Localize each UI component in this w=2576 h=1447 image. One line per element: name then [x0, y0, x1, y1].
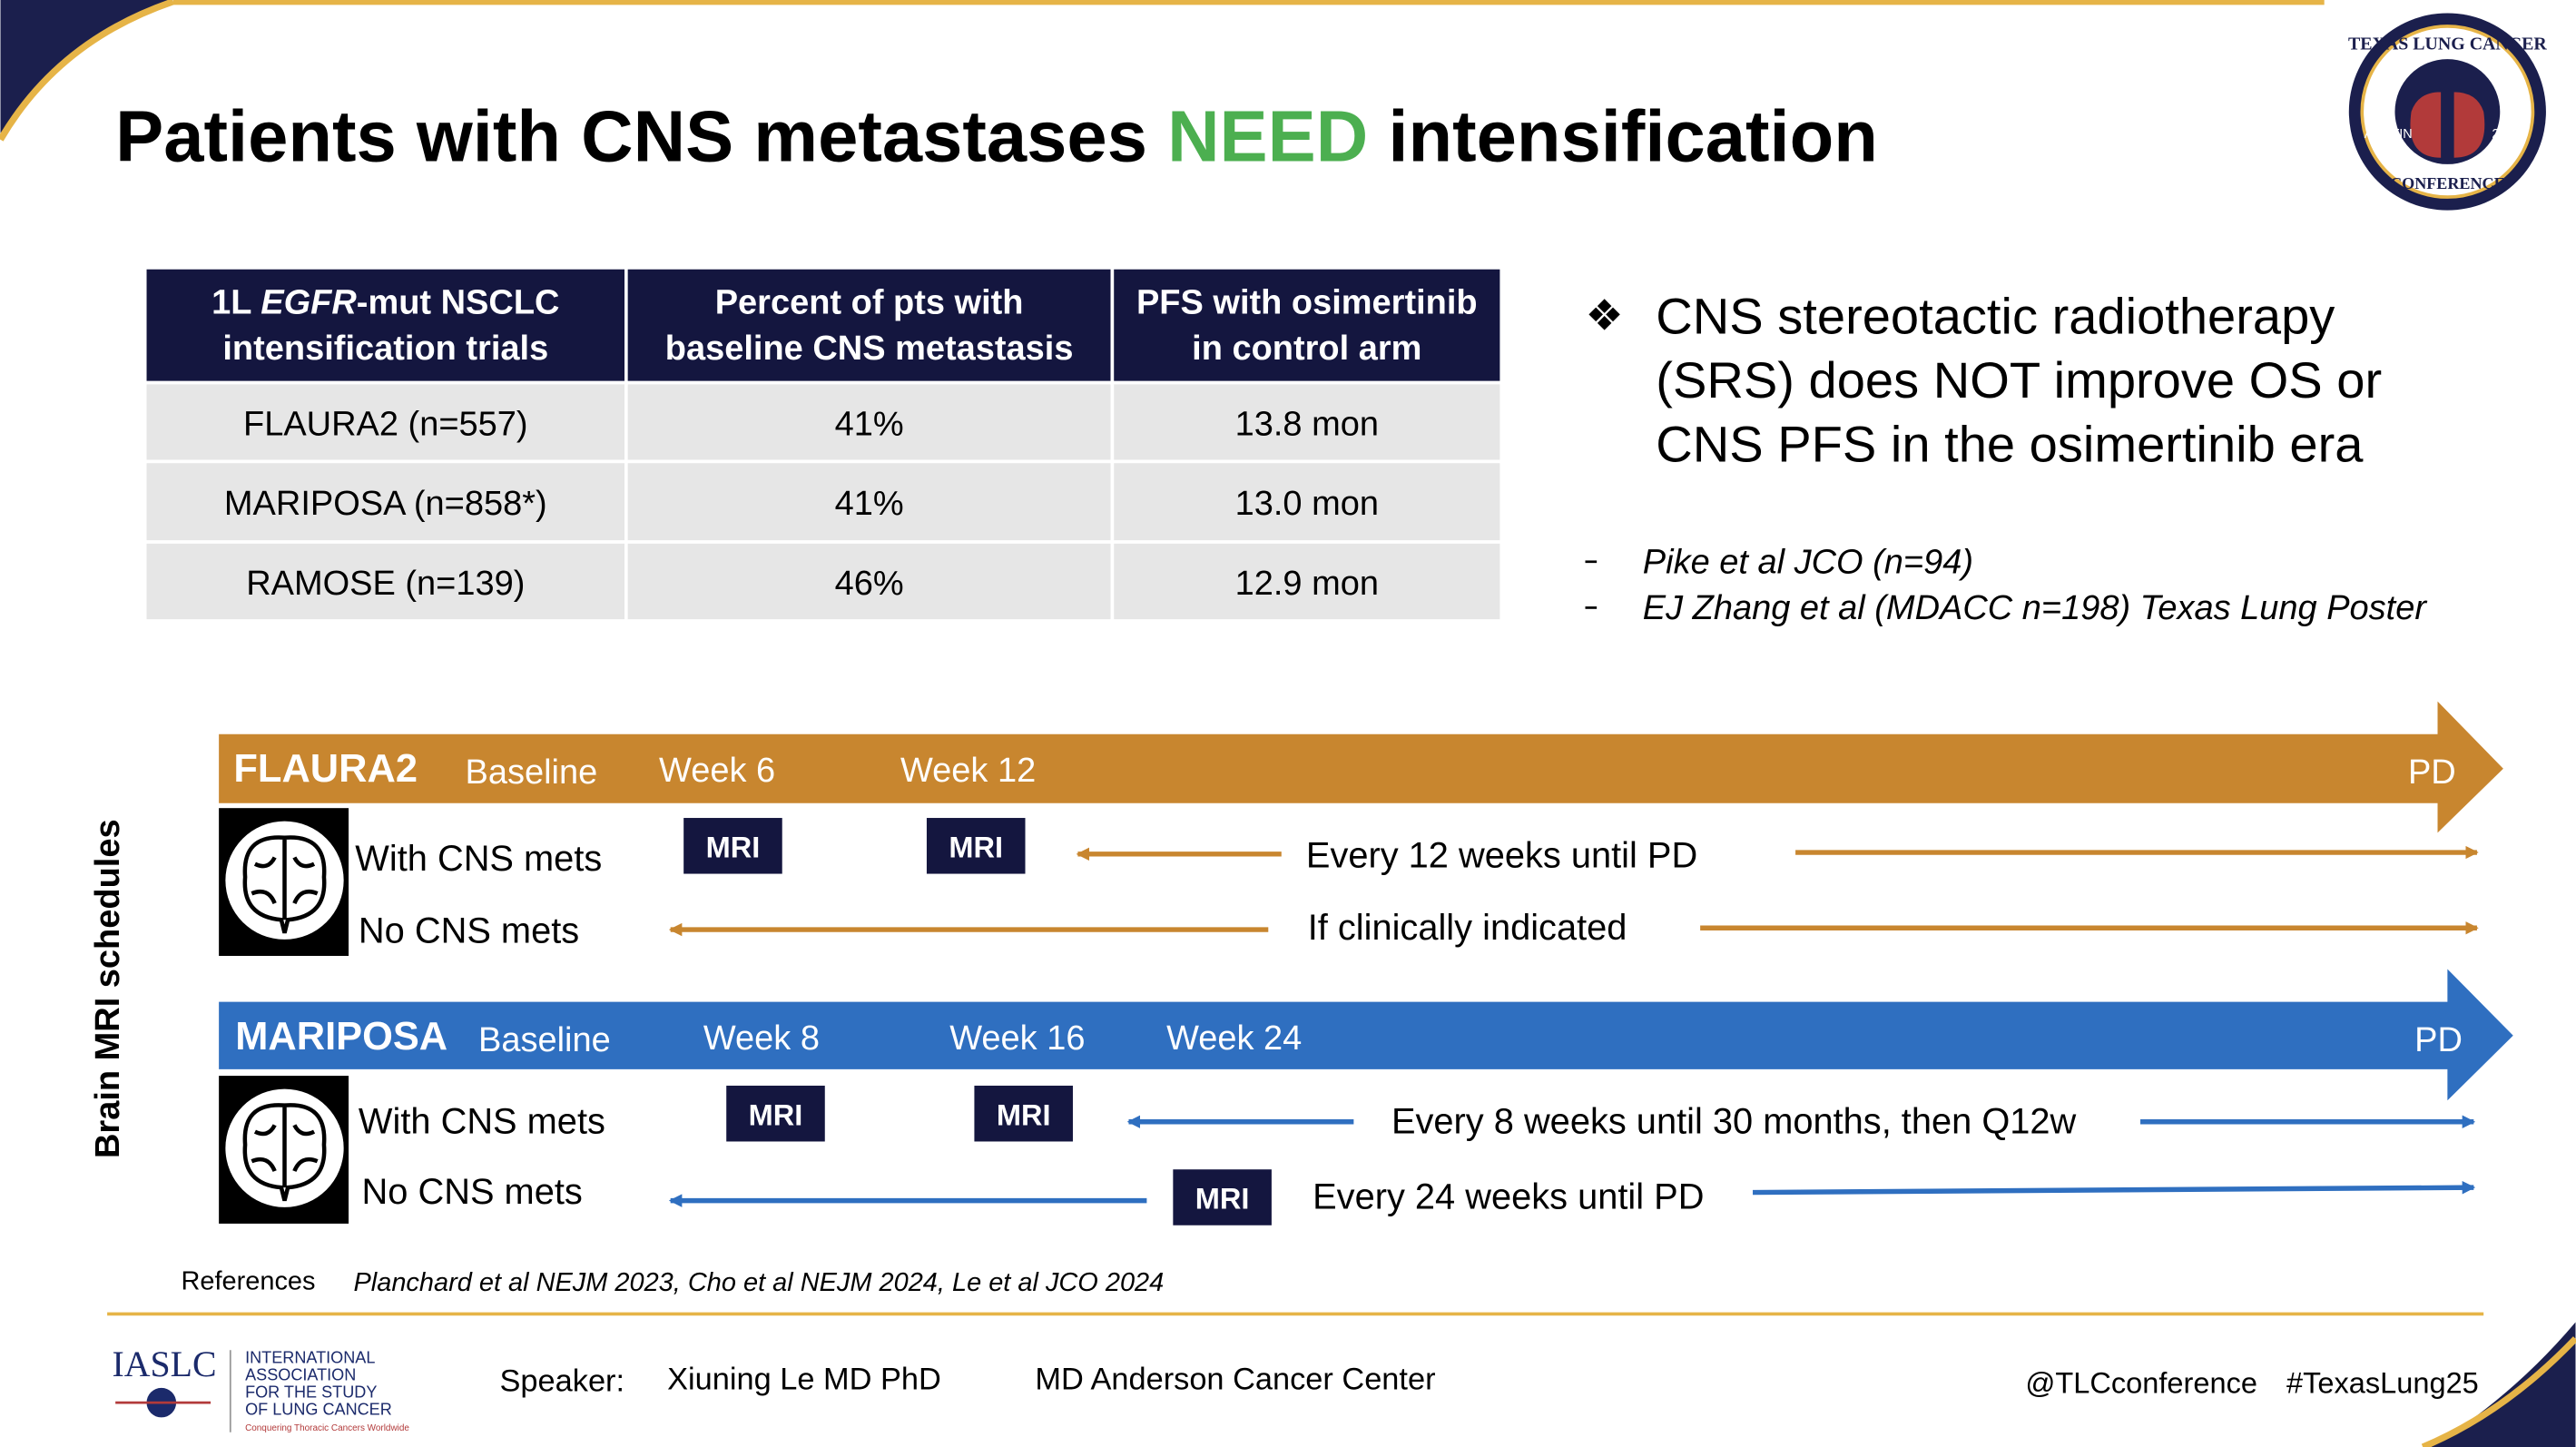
- timepoint: Week 24: [1166, 1019, 1302, 1058]
- mri-box: [974, 1085, 1073, 1142]
- timepoint: PD: [2414, 1021, 2463, 1059]
- side-label: Brain MRI schedules: [89, 819, 127, 1158]
- logo-text: 2025: [2492, 127, 2521, 142]
- table-cell: [143, 380, 628, 464]
- corner-navy-bottom: [2431, 1322, 2576, 1447]
- timepoint: Baseline: [478, 1021, 611, 1059]
- iaslc-name: FOR THE STUDY: [245, 1383, 377, 1402]
- table-cell: [624, 380, 1115, 464]
- table-cell-text: MARIPOSA (n=858*): [224, 485, 547, 523]
- schedule-note: Every 8 weeks until 30 months, then Q12w: [1391, 1101, 2077, 1141]
- logo-text: CONFERENCE: [2390, 174, 2505, 192]
- corner-gold-bottom: [2421, 1336, 2576, 1447]
- row-label: No CNS mets: [362, 1172, 583, 1212]
- table-header-text: baseline CNS metastasis: [665, 330, 1074, 368]
- iaslc-logo: IASLC: [113, 1344, 217, 1384]
- timepoint: Week 6: [659, 752, 775, 790]
- table-cell-text: 13.8 mon: [1235, 405, 1379, 443]
- bullet-text: (SRS) does NOT improve OS or: [1656, 351, 2382, 409]
- timepoint: Baseline: [466, 753, 598, 792]
- table-header-cell: [1110, 266, 1504, 385]
- citation: EJ Zhang et al (MDACC n=198) Texas Lung …: [1643, 589, 2428, 627]
- bullet-text: CNS PFS in the osimertinib era: [1656, 415, 2364, 472]
- table-header-text: 1L EGFR-mut NSCLC: [211, 284, 559, 322]
- references-text: Planchard et al NEJM 2023, Cho et al NEJ…: [354, 1268, 1165, 1297]
- row-label: With CNS mets: [355, 839, 602, 879]
- mri-label: MRI: [997, 1098, 1051, 1131]
- table-cell-text: RAMOSE (n=139): [246, 565, 525, 603]
- table-cell-text: 46%: [835, 565, 904, 603]
- mri-label: MRI: [706, 831, 761, 863]
- corner-navy: [0, 0, 173, 140]
- corner-gold: [0, 0, 174, 142]
- citation: Pike et al JCO (n=94): [1643, 543, 1973, 581]
- schedule-note: Every 12 weeks until PD: [1306, 835, 1697, 875]
- table-header-text: PFS with osimertinib: [1136, 284, 1478, 322]
- timepoint: PD: [2408, 753, 2456, 792]
- iaslc-name: ASSOCIATION: [245, 1366, 356, 1384]
- bullet-text: CNS stereotactic radiotherapy: [1656, 287, 2335, 344]
- table-cell-text: 13.0 mon: [1235, 485, 1379, 523]
- timeline-arrow: [219, 969, 2513, 1101]
- row-label: No CNS mets: [359, 911, 579, 951]
- table-header-text: Percent of pts with: [715, 284, 1024, 322]
- mri-label: MRI: [749, 1098, 803, 1131]
- right-arrow: [1753, 1180, 2476, 1196]
- mri-box: [683, 818, 782, 874]
- table-header-text: intensification trials: [222, 330, 548, 368]
- header-part: EGFR: [261, 284, 357, 322]
- table-cell-text: 12.9 mon: [1235, 565, 1379, 603]
- mri-label: MRI: [949, 831, 1003, 863]
- table-cell: [1110, 459, 1504, 544]
- logo-lungs: [2410, 82, 2485, 158]
- hashtag: #TexasLung25: [2286, 1366, 2479, 1399]
- bullet-marker: ❖: [1585, 291, 1623, 340]
- trial-name: MARIPOSA: [235, 1015, 447, 1058]
- timepoint: Week 16: [949, 1019, 1085, 1058]
- iaslc-name: INTERNATIONAL: [245, 1349, 375, 1367]
- logo-text: AUSTIN: [2365, 127, 2413, 142]
- references-label: References: [182, 1266, 316, 1295]
- timepoint: Week 12: [900, 752, 1036, 790]
- timeline-arrow: [219, 701, 2503, 833]
- slide-title: Patients with CNS metastases NEED intens…: [115, 95, 1878, 176]
- title-highlight: NEED: [1167, 95, 1368, 176]
- table-cell-text: 41%: [835, 485, 904, 523]
- schedule-note: Every 24 weeks until PD: [1313, 1177, 1704, 1217]
- table-cell: [1110, 540, 1504, 623]
- header-part: 1L: [211, 284, 261, 322]
- title-text: Patients with CNS metastases: [115, 95, 1167, 176]
- table-header-cell: [624, 266, 1115, 385]
- table-cell-text: FLAURA2 (n=557): [243, 405, 528, 443]
- institution: MD Anderson Cancer Center: [1035, 1363, 1435, 1397]
- brain-icon-shape: [242, 1103, 327, 1202]
- speaker-label: Speaker:: [500, 1363, 625, 1398]
- trial-name: FLAURA2: [233, 747, 418, 791]
- table-header-text: in control arm: [1192, 330, 1421, 368]
- logo-text: TEXAS LUNG CANCER: [2348, 34, 2547, 54]
- logo-center: [2394, 59, 2501, 164]
- timepoint: Week 8: [703, 1019, 820, 1058]
- header-part: -mut NSCLC: [357, 284, 560, 322]
- table-cell: [143, 540, 628, 623]
- mri-box: [1173, 1169, 1272, 1226]
- brain-icon-shape: [242, 835, 327, 934]
- table-cell-text: 41%: [835, 405, 904, 443]
- handle: @TLCconference: [2025, 1366, 2257, 1399]
- schedule-note: If clinically indicated: [1308, 908, 1627, 948]
- iaslc-tagline: Conquering Thoracic Cancers Worldwide: [245, 1423, 409, 1433]
- mri-box: [726, 1085, 825, 1142]
- iaslc-name: OF LUNG CANCER: [245, 1401, 392, 1419]
- title-text: intensification: [1368, 95, 1878, 176]
- mri-box: [926, 818, 1026, 874]
- row-label: With CNS mets: [359, 1101, 605, 1141]
- table-header-cell: [143, 266, 628, 385]
- mri-label: MRI: [1195, 1183, 1250, 1216]
- speaker-name: Xiuning Le MD PhD: [667, 1363, 941, 1397]
